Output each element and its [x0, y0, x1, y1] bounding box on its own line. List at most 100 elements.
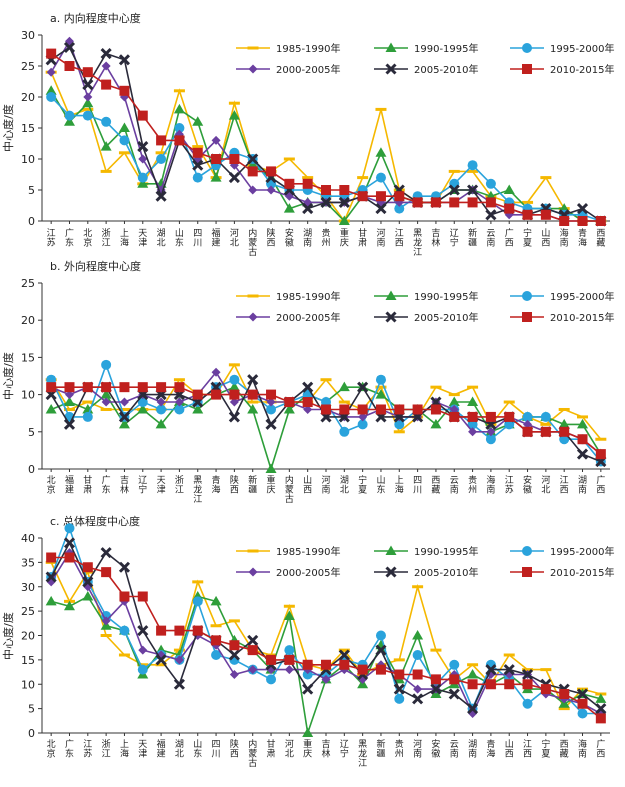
- x-tick-label: 内蒙古: [248, 227, 257, 258]
- data-point: [118, 122, 130, 132]
- data-point: [228, 363, 240, 367]
- data-point: [576, 688, 589, 700]
- data-point: [339, 426, 350, 437]
- data-point: [118, 407, 130, 411]
- legend-label: 2010-2015年: [550, 63, 615, 76]
- x-tick-label: 广西: [596, 738, 605, 760]
- data-point: [467, 663, 479, 667]
- x-tick-label: 江西: [523, 739, 532, 760]
- chart-title: a. 内向程度中心度: [50, 11, 141, 25]
- x-tick-label: 海南: [486, 474, 495, 496]
- legend-label: 1990-1995年: [414, 290, 479, 303]
- x-tick-label: 广东: [65, 738, 74, 760]
- data-point: [283, 604, 295, 608]
- legend-marker: [522, 291, 532, 301]
- data-point: [137, 397, 148, 408]
- x-tick-label: 福建: [65, 474, 74, 496]
- data-point: [100, 547, 112, 559]
- data-point: [357, 176, 369, 180]
- x-tick-label: 天津: [157, 476, 166, 496]
- x-tick-label: 重庆: [340, 227, 349, 249]
- legend-label: 2005-2010年: [414, 566, 479, 579]
- legend-label: 2010-2015年: [550, 311, 615, 324]
- data-point: [173, 678, 185, 690]
- data-point: [338, 196, 350, 208]
- data-point: [137, 403, 149, 414]
- legend-label: 1995-2000年: [550, 545, 615, 558]
- data-point: [486, 427, 496, 437]
- x-tick-label: 安徽: [431, 738, 440, 760]
- data-point: [64, 523, 75, 534]
- data-point: [248, 185, 258, 195]
- x-tick-label: 安徽: [285, 227, 294, 249]
- legend-marker: [248, 64, 258, 74]
- legend-marker: [522, 43, 532, 53]
- data-point: [339, 185, 350, 195]
- data-point: [101, 116, 112, 127]
- legend-label: 2000-2005年: [276, 566, 341, 579]
- data-point: [156, 404, 167, 415]
- data-point: [284, 654, 295, 665]
- legend-marker: [522, 312, 532, 322]
- y-tick-label: 25: [21, 60, 35, 73]
- data-point: [82, 79, 94, 91]
- data-point: [504, 679, 515, 690]
- y-tick-label: 10: [21, 153, 35, 166]
- x-tick-label: 山东: [376, 475, 385, 496]
- data-point: [174, 123, 185, 133]
- chart-title: b. 外向程度中心度: [50, 259, 141, 273]
- data-point: [485, 197, 496, 208]
- legend-marker: [522, 64, 532, 74]
- data-point: [46, 48, 57, 59]
- data-point: [192, 580, 204, 584]
- data-point: [558, 707, 570, 711]
- data-point: [63, 396, 75, 407]
- data-point: [430, 648, 442, 652]
- y-tick-label: 20: [21, 91, 35, 104]
- data-point: [449, 197, 460, 208]
- data-point: [412, 404, 423, 415]
- data-point: [192, 145, 204, 149]
- data-point: [467, 669, 479, 679]
- data-point: [137, 664, 148, 675]
- data-point: [101, 616, 111, 626]
- data-point: [467, 703, 479, 715]
- data-point: [119, 397, 129, 407]
- data-point: [155, 151, 167, 155]
- y-tick-label: 10: [21, 389, 35, 402]
- data-point: [320, 196, 332, 208]
- y-tick-label: 20: [21, 314, 35, 327]
- data-point: [522, 200, 534, 204]
- data-point: [485, 434, 496, 445]
- data-point: [82, 562, 93, 573]
- data-point: [100, 169, 112, 173]
- x-tick-label: 云南: [486, 229, 495, 249]
- data-point: [540, 176, 552, 180]
- data-point: [448, 169, 460, 173]
- data-point: [467, 184, 479, 196]
- data-point: [558, 418, 570, 429]
- legend-entry: 1995-2000年: [510, 42, 615, 55]
- data-point: [503, 653, 515, 657]
- data-point: [413, 684, 423, 694]
- data-point: [101, 382, 112, 393]
- x-tick-label: 山西: [541, 228, 550, 249]
- data-point: [357, 664, 368, 675]
- x-tick-label: 吉林: [431, 228, 440, 249]
- data-point: [375, 630, 386, 641]
- data-point: [64, 382, 75, 393]
- data-point: [118, 151, 130, 155]
- data-point: [430, 418, 442, 429]
- data-point: [375, 385, 387, 389]
- data-point: [46, 382, 57, 393]
- data-point: [247, 400, 259, 404]
- legend-entry: 1990-1995年: [374, 290, 479, 303]
- data-point: [321, 404, 331, 415]
- series-line: [51, 556, 602, 720]
- data-point: [576, 448, 589, 460]
- data-point: [540, 411, 551, 422]
- y-tick-label: 15: [21, 654, 35, 667]
- y-axis-label: 中心度/度: [1, 612, 15, 660]
- legend-entry: 2005-2010年: [374, 566, 479, 579]
- legend-entry: 2005-2010年: [374, 63, 479, 76]
